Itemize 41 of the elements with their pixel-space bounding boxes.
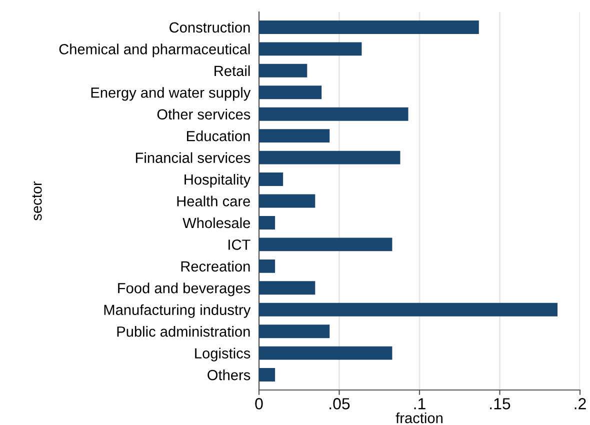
bar bbox=[259, 194, 316, 208]
y-tick-label: Recreation bbox=[181, 260, 250, 272]
bar bbox=[259, 324, 330, 338]
bar bbox=[259, 107, 408, 121]
bar bbox=[259, 86, 322, 100]
y-tick-label: Food and beverages bbox=[118, 282, 250, 296]
bar bbox=[259, 302, 558, 316]
y-tick-label: Energy and water supply bbox=[91, 87, 251, 101]
y-tick-label: Retail bbox=[214, 65, 250, 76]
bar bbox=[259, 238, 392, 252]
bar bbox=[259, 64, 308, 78]
bar bbox=[259, 42, 362, 56]
bar bbox=[259, 259, 276, 273]
y-tick-label: Wholesale bbox=[182, 217, 250, 228]
x-axis-title: fraction bbox=[396, 412, 442, 424]
y-tick-label: Logistics bbox=[195, 348, 250, 362]
x-tick-label: .2 bbox=[574, 398, 586, 410]
bar bbox=[259, 346, 392, 360]
y-tick-label: Health care bbox=[177, 196, 250, 206]
y-tick-label: Financial services bbox=[136, 152, 250, 163]
y-tick-label: Construction bbox=[170, 22, 250, 33]
x-tick-label: .05 bbox=[330, 398, 350, 410]
y-tick-label: Manufacturing industry bbox=[104, 304, 251, 318]
y-tick-label: Chemical and pharmaceutical bbox=[59, 44, 250, 58]
y-tick-label: Public administration bbox=[117, 326, 250, 337]
bar bbox=[259, 368, 276, 382]
bar bbox=[259, 172, 284, 186]
y-tick-label: Education bbox=[187, 130, 250, 142]
y-tick-label: Others bbox=[208, 370, 250, 380]
bar bbox=[259, 216, 276, 230]
bar bbox=[259, 150, 400, 164]
y-tick-label: Other services bbox=[157, 108, 250, 120]
y-axis-title: sector bbox=[32, 181, 42, 220]
y-tick-label: Hospitality bbox=[184, 174, 251, 188]
x-tick-label: 0 bbox=[255, 398, 263, 410]
x-tick-label: .1 bbox=[414, 398, 426, 410]
x-tick-label: .15 bbox=[490, 398, 510, 410]
y-tick-label: ICT bbox=[228, 240, 250, 250]
bar bbox=[259, 20, 479, 34]
bar bbox=[259, 129, 330, 143]
bar bbox=[259, 281, 316, 295]
